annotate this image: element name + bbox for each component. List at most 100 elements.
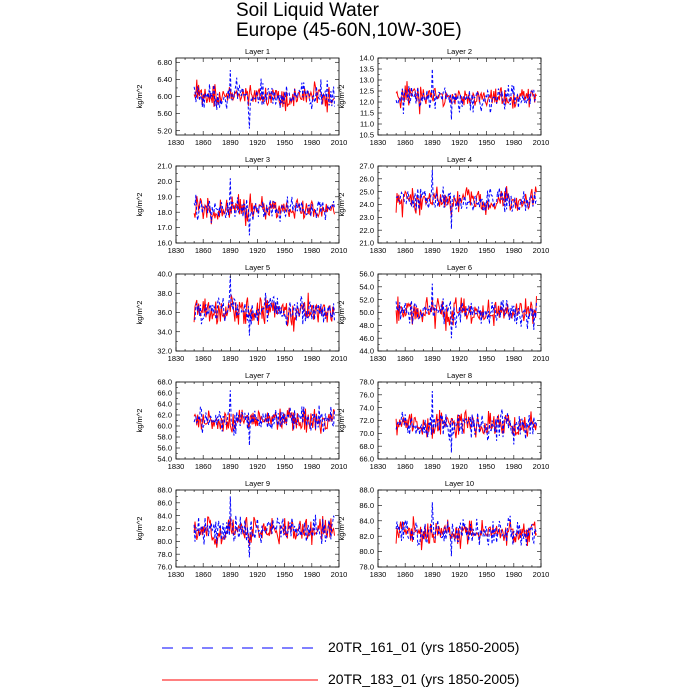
series-group [193, 496, 335, 558]
y-tick-label: 40.0 [157, 270, 172, 279]
y-tick-label: 58.0 [157, 433, 172, 442]
y-tick-label: 20.0 [157, 177, 172, 186]
panel-title: Layer 4 [447, 155, 472, 164]
x-tick-label: 1950 [478, 246, 495, 255]
y-axis-label: kg/m^2 [337, 301, 346, 325]
x-tick-label: 2010 [331, 354, 348, 363]
x-tick-label: 1830 [168, 570, 185, 579]
series-line-20tr-183 [395, 81, 537, 115]
y-tick-label: 27.0 [359, 162, 374, 171]
y-axis-label: kg/m^2 [135, 85, 144, 109]
y-tick-label: 68.0 [359, 442, 374, 451]
y-tick-label: 16.0 [157, 239, 172, 248]
x-tick-label: 1980 [303, 354, 320, 363]
x-tick-label: 1860 [397, 354, 414, 363]
y-tick-label: 86.0 [157, 498, 172, 507]
series-group [193, 390, 335, 446]
y-tick-label: 88.0 [157, 486, 172, 495]
panel-title: Layer 6 [447, 263, 472, 272]
panel-title: Layer 10 [445, 479, 474, 488]
panel: Layer 9 kg/m^2 1830 1860 1890 1920 1950 1980 201… [135, 479, 347, 579]
panel-title: Layer 9 [245, 479, 270, 488]
x-tick-label: 1920 [451, 246, 468, 255]
series-group [193, 69, 335, 129]
x-tick-label: 1860 [397, 462, 414, 471]
y-axis-label: kg/m^2 [135, 517, 144, 541]
x-tick-label: 1950 [478, 354, 495, 363]
y-tick-label: 24.0 [359, 200, 374, 209]
series-group [395, 169, 537, 229]
y-tick-label: 80.0 [157, 537, 172, 546]
y-tick-label: 80.0 [359, 547, 374, 556]
panel-title: Layer 5 [245, 263, 270, 272]
x-tick-label: 1890 [424, 138, 441, 147]
y-tick-label: 6.40 [157, 75, 172, 84]
x-tick-label: 1950 [276, 246, 293, 255]
x-tick-label: 1920 [249, 462, 266, 471]
x-tick-label: 2010 [533, 570, 550, 579]
x-tick-label: 1980 [505, 570, 522, 579]
x-tick-label: 1980 [303, 138, 320, 147]
x-tick-label: 1890 [424, 246, 441, 255]
x-tick-label: 1950 [276, 354, 293, 363]
y-tick-label: 5.20 [157, 126, 172, 135]
panel: Layer 3 kg/m^2 1830 1860 1890 1920 1950 1980 201… [135, 155, 347, 255]
legend-label: 20TR_161_01 (yrs 1850-2005) [328, 639, 520, 655]
y-tick-label: 76.0 [359, 390, 374, 399]
x-tick-label: 1890 [222, 570, 239, 579]
x-tick-label: 2010 [331, 462, 348, 471]
y-axis-label: kg/m^2 [135, 409, 144, 433]
series-group [193, 178, 335, 236]
y-tick-label: 82.0 [157, 524, 172, 533]
x-tick-label: 1980 [505, 246, 522, 255]
y-tick-label: 21.0 [157, 162, 172, 171]
x-tick-label: 2010 [533, 246, 550, 255]
series-group [193, 275, 335, 336]
x-tick-label: 1860 [195, 462, 212, 471]
y-axis-label: kg/m^2 [135, 301, 144, 325]
y-tick-label: 66.0 [359, 455, 374, 464]
y-tick-label: 68.0 [157, 378, 172, 387]
x-tick-label: 1980 [505, 462, 522, 471]
x-tick-label: 2010 [331, 138, 348, 147]
y-tick-label: 25.0 [359, 187, 374, 196]
x-tick-label: 1830 [168, 246, 185, 255]
y-tick-label: 12.5 [359, 87, 374, 96]
x-tick-label: 2010 [533, 354, 550, 363]
panel: Layer 8 kg/m^2 1830 1860 1890 1920 1950 1980 201… [337, 371, 549, 471]
x-tick-label: 1950 [478, 138, 495, 147]
panel-title: Layer 1 [245, 47, 270, 56]
series-line-20tr-183 [193, 515, 335, 548]
y-tick-label: 78.0 [359, 563, 374, 572]
x-tick-label: 1920 [451, 462, 468, 471]
x-tick-label: 1890 [222, 138, 239, 147]
y-tick-label: 36.0 [157, 308, 172, 317]
x-tick-label: 1830 [370, 354, 387, 363]
chart-title: Soil Liquid Water [236, 0, 379, 21]
x-tick-label: 1890 [424, 462, 441, 471]
series-line-20tr-161 [193, 69, 335, 129]
y-tick-label: 21.0 [359, 239, 374, 248]
series-line-20tr-183 [193, 407, 335, 434]
y-tick-label: 56.0 [359, 270, 374, 279]
y-tick-label: 32.0 [157, 347, 172, 356]
y-tick-label: 66.0 [157, 389, 172, 398]
x-tick-label: 1950 [276, 138, 293, 147]
y-tick-label: 6.00 [157, 92, 172, 101]
y-tick-label: 23.0 [359, 213, 374, 222]
series-line-20tr-183 [395, 516, 537, 551]
series-group [395, 502, 537, 557]
y-tick-label: 56.0 [157, 444, 172, 453]
x-tick-label: 1980 [505, 354, 522, 363]
y-tick-label: 84.0 [359, 516, 374, 525]
panel-title: Layer 3 [245, 155, 270, 164]
x-tick-label: 1860 [397, 570, 414, 579]
x-tick-label: 1920 [249, 138, 266, 147]
series-line-20tr-161 [395, 283, 537, 339]
x-tick-label: 1920 [249, 570, 266, 579]
y-tick-label: 19.0 [157, 192, 172, 201]
y-tick-label: 10.5 [359, 131, 374, 140]
y-tick-label: 78.0 [157, 550, 172, 559]
panel: Layer 1 kg/m^2 1830 1860 1890 1920 1950 1980 201… [135, 47, 347, 147]
y-tick-label: 88.0 [359, 486, 374, 495]
